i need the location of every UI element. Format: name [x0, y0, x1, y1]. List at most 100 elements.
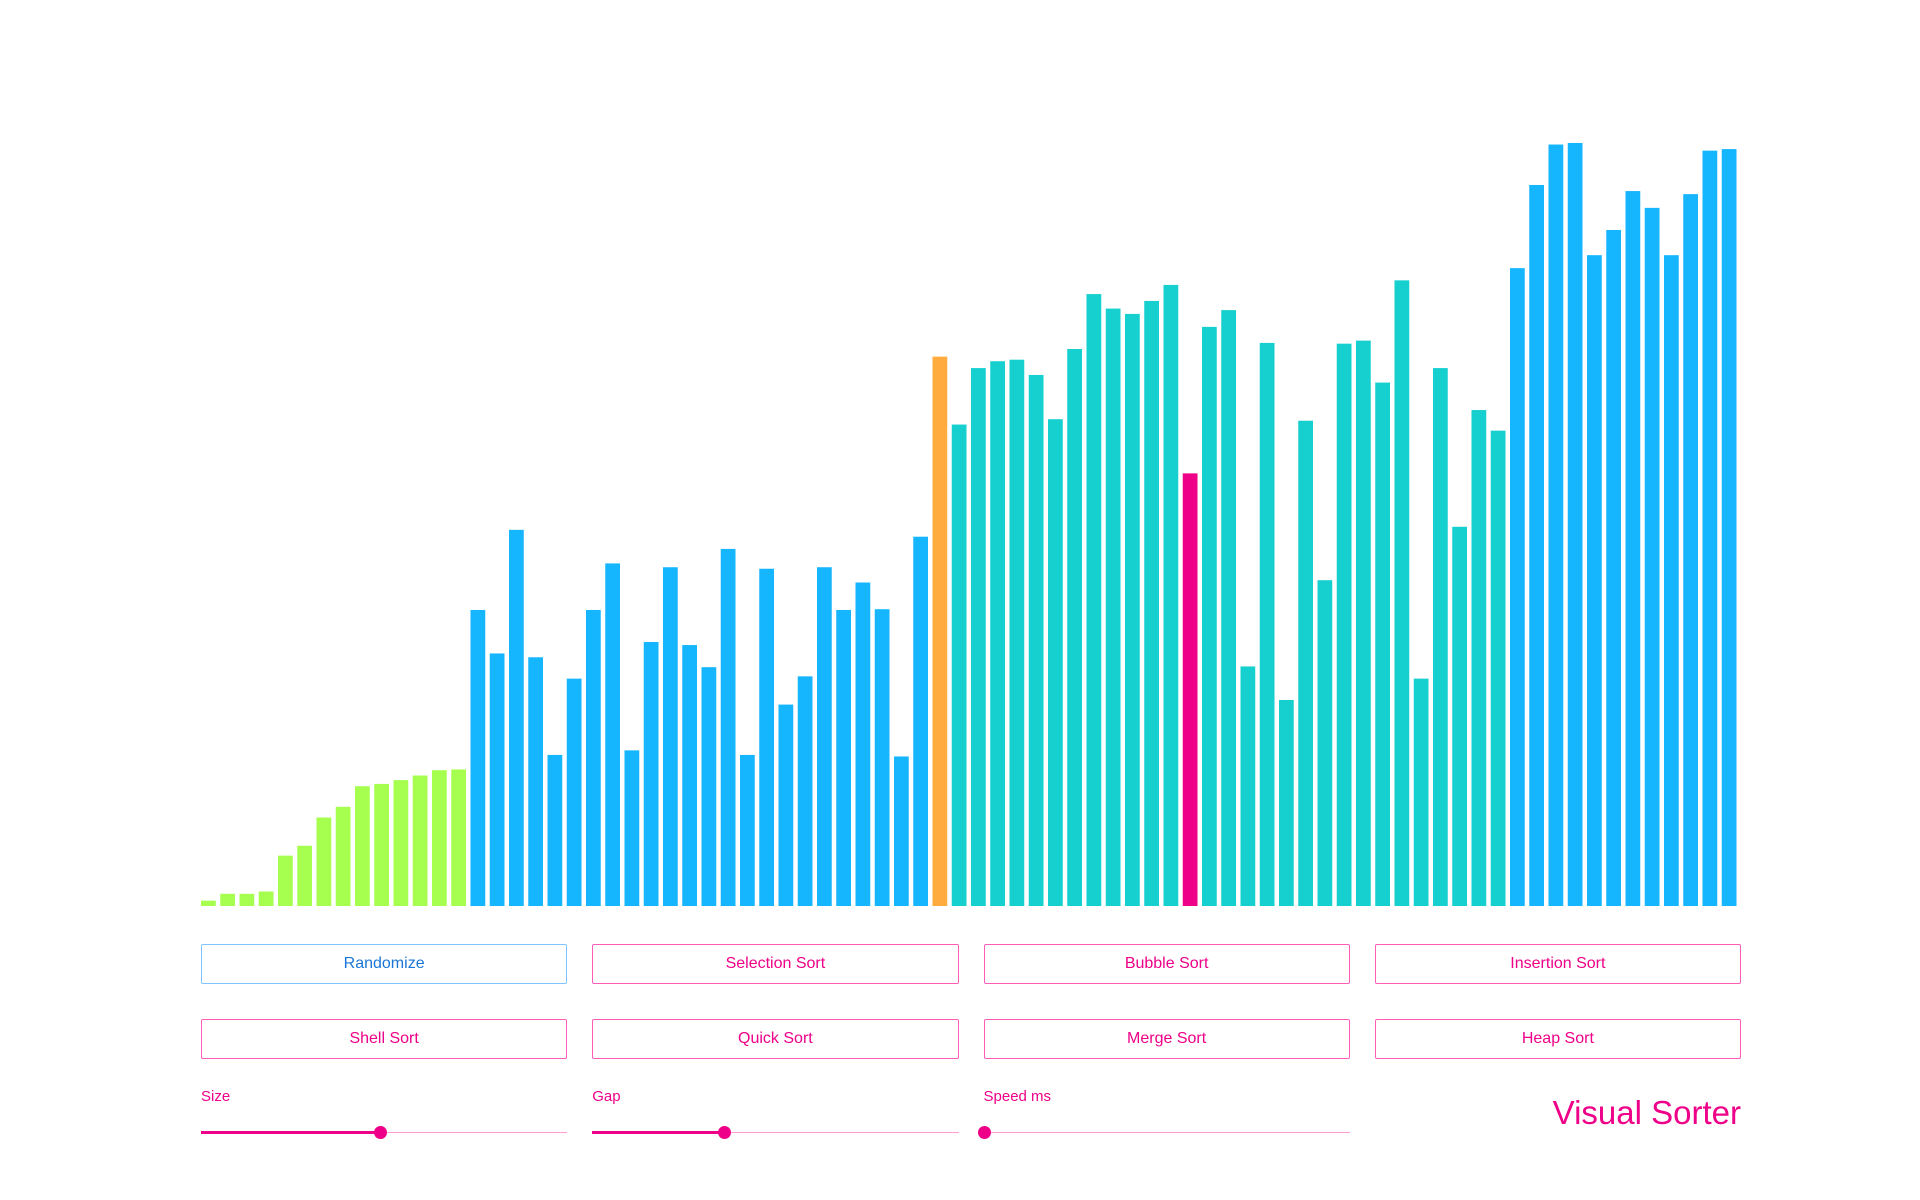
bar-unsorted: [1664, 255, 1679, 906]
bar-unsorted: [797, 676, 813, 906]
size-slider[interactable]: [201, 1126, 568, 1140]
bar-unsorted: [1606, 229, 1621, 906]
speed-control: Speed ms: [977, 1088, 1350, 1148]
bar-unsorted: [489, 653, 505, 906]
bar-unsorted: [547, 754, 563, 906]
bar-active: [1144, 300, 1159, 906]
bar-unsorted: [1644, 207, 1660, 906]
bar-active: [1413, 678, 1429, 906]
bar-unsorted: [894, 756, 909, 906]
bar-active: [1086, 294, 1102, 906]
gap-slider-thumb[interactable]: [718, 1126, 732, 1139]
bar-sorted: [220, 893, 235, 906]
heap-sort-button[interactable]: Heap Sort: [1374, 1019, 1741, 1059]
size-slider-fill: [201, 1131, 381, 1134]
bar-unsorted: [701, 667, 717, 906]
bar-unsorted: [1587, 255, 1602, 906]
bar-active: [1048, 419, 1063, 906]
bar-active: [951, 424, 967, 906]
bar-active: [971, 368, 986, 906]
speed-label: Speed ms: [983, 1088, 1052, 1105]
bar-unsorted: [605, 563, 620, 906]
bar-unsorted: [759, 568, 774, 906]
bar-active: [990, 361, 1005, 906]
bar-active: [1240, 666, 1256, 906]
bar-unsorted: [528, 657, 543, 906]
bars-chart: [201, 143, 1737, 906]
gap-slider-track: [592, 1132, 959, 1133]
bar-unsorted: [855, 582, 871, 906]
bar-active: [1433, 368, 1448, 906]
bar-active: [1490, 430, 1506, 906]
bar-unsorted: [836, 609, 851, 906]
insertion-sort-button[interactable]: Insertion Sort: [1374, 944, 1741, 984]
bar-unsorted: [586, 609, 601, 906]
bar-compare: [1182, 473, 1198, 906]
bar-pivot: [932, 356, 948, 906]
bar-active: [1452, 526, 1467, 906]
bar-active: [1221, 310, 1236, 906]
quick-sort-button[interactable]: Quick Sort: [592, 1019, 959, 1059]
bar-active: [1125, 313, 1140, 906]
selection-sort-button[interactable]: Selection Sort: [592, 944, 959, 984]
app-title: Visual Sorter: [1552, 1094, 1741, 1131]
bar-unsorted: [1510, 268, 1525, 906]
bar-unsorted: [1548, 144, 1564, 906]
bar-sorted: [297, 845, 312, 906]
bar-unsorted: [740, 754, 755, 906]
bar-active: [1471, 410, 1487, 906]
bar-unsorted: [1702, 150, 1718, 906]
bar-active: [1298, 420, 1313, 906]
shell-sort-button[interactable]: Shell Sort: [201, 1019, 568, 1059]
speed-slider-track: [983, 1132, 1350, 1133]
bar-sorted: [278, 855, 293, 906]
bar-sorted: [355, 786, 370, 906]
merge-sort-button[interactable]: Merge Sort: [983, 1019, 1350, 1059]
bar-unsorted: [566, 678, 582, 906]
speed-slider-thumb[interactable]: [977, 1126, 991, 1139]
bar-unsorted: [682, 645, 697, 906]
bar-unsorted: [1721, 149, 1737, 906]
bar-active: [1163, 284, 1179, 906]
bar-active: [1375, 382, 1390, 906]
bar-active: [1028, 374, 1044, 906]
bar-active: [1259, 342, 1275, 906]
bar-visualization: [201, 0, 1741, 1200]
bar-sorted: [258, 891, 274, 906]
bar-unsorted: [1567, 143, 1583, 906]
gap-control: Gap: [592, 1088, 959, 1148]
bar-active: [1009, 359, 1025, 906]
bubble-sort-button[interactable]: Bubble Sort: [983, 944, 1350, 984]
size-label: Size: [201, 1088, 231, 1105]
bar-unsorted: [624, 750, 640, 906]
size-control: Size: [201, 1088, 568, 1148]
bar-sorted: [451, 769, 466, 906]
gap-slider-fill: [592, 1131, 725, 1134]
bar-sorted: [412, 775, 428, 906]
gap-label: Gap: [592, 1088, 621, 1105]
controls-panel: Size Gap Speed ms Visual Sorter: [201, 1088, 1741, 1168]
bar-sorted: [239, 893, 255, 906]
title-area: Visual Sorter: [1375, 1088, 1741, 1148]
bar-active: [1067, 349, 1082, 906]
bar-active: [1279, 699, 1294, 906]
bar-unsorted: [663, 567, 678, 906]
bar-unsorted: [778, 704, 794, 906]
bar-sorted: [432, 770, 447, 906]
bar-sorted: [374, 783, 389, 906]
bar-unsorted: [470, 609, 486, 906]
bar-unsorted: [1683, 194, 1698, 906]
bar-active: [1317, 580, 1333, 906]
bar-unsorted: [720, 548, 736, 906]
bar-sorted: [335, 806, 351, 906]
algorithm-buttons-row-2: Shell Sort Quick Sort Merge Sort Heap So…: [201, 1019, 1741, 1059]
bar-unsorted: [1625, 191, 1641, 906]
bar-active: [1336, 343, 1352, 906]
bar-sorted: [316, 817, 332, 906]
bar-active: [1105, 308, 1121, 906]
size-slider-thumb[interactable]: [374, 1126, 388, 1139]
randomize-button[interactable]: Randomize: [201, 944, 568, 984]
gap-slider[interactable]: [592, 1126, 959, 1140]
bar-sorted: [393, 780, 409, 906]
speed-slider[interactable]: [977, 1126, 1350, 1140]
